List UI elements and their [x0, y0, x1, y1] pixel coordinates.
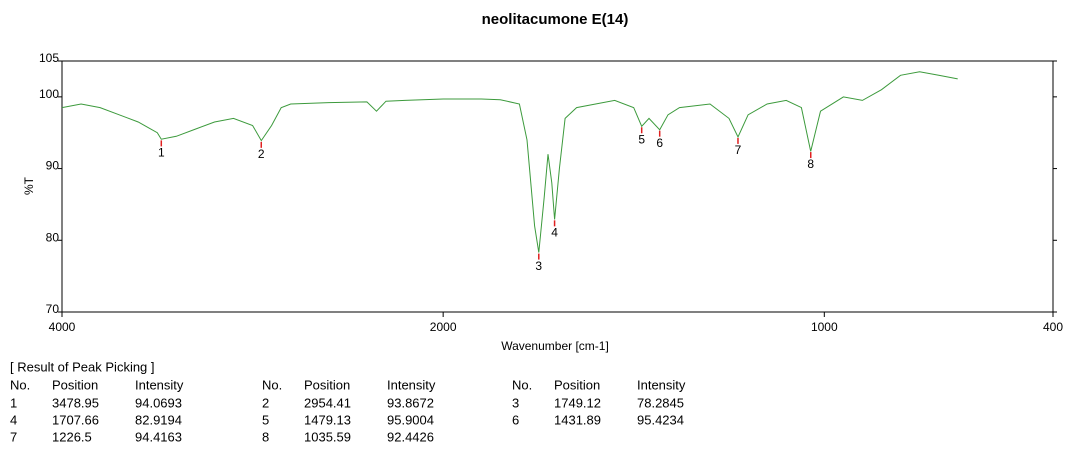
table-header: Position [554, 377, 600, 392]
chart-title: neolitacumone E(14) [482, 11, 629, 28]
x-tick-label: 2000 [430, 320, 457, 334]
table-cell: 7 [10, 429, 17, 444]
peak-label: 8 [807, 157, 814, 171]
table-cell: 1431.89 [554, 412, 601, 427]
table-cell: 2954.41 [304, 395, 351, 410]
table-cell: 92.4426 [387, 429, 434, 444]
y-tick-label: 100 [39, 87, 59, 101]
table-cell: 95.9004 [387, 412, 434, 427]
table-cell: 1749.12 [554, 395, 601, 410]
table-header: No. [512, 377, 532, 392]
table-cell: 94.4163 [135, 429, 182, 444]
spectrum-line [61, 71, 958, 253]
x-axis-label: Wavenumber [cm-1] [501, 339, 609, 353]
table-cell: 6 [512, 412, 519, 427]
peak-label: 2 [258, 147, 265, 161]
table-cell: 82.9194 [135, 412, 182, 427]
x-tick-label: 1000 [811, 320, 838, 334]
table-header: No. [10, 377, 30, 392]
table-cell: 1707.66 [52, 412, 99, 427]
table-header: Position [52, 377, 98, 392]
peak-label: 4 [551, 226, 558, 240]
table-header: Intensity [135, 377, 184, 392]
table-cell: 1035.59 [304, 429, 351, 444]
table-cell: 5 [262, 412, 269, 427]
table-cell: 1 [10, 395, 17, 410]
y-tick-label: 90 [46, 159, 60, 173]
table-cell: 8 [262, 429, 269, 444]
y-tick-label: 70 [46, 302, 60, 316]
table-cell: 78.2845 [637, 395, 684, 410]
peak-label: 6 [656, 136, 663, 150]
peak-label: 1 [158, 146, 165, 160]
x-tick-label: 400 [1043, 320, 1063, 334]
table-cell: 1479.13 [304, 412, 351, 427]
x-tick-label: 4000 [49, 320, 76, 334]
peak-label: 5 [638, 132, 645, 146]
plot-frame [61, 60, 1054, 313]
table-title: [ Result of Peak Picking ] [10, 359, 155, 374]
table-header: Intensity [387, 377, 436, 392]
table-header: Position [304, 377, 350, 392]
table-header: No. [262, 377, 282, 392]
table-cell: 2 [262, 395, 269, 410]
table-cell: 4 [10, 412, 17, 427]
table-cell: 3 [512, 395, 519, 410]
y-tick-label: 105 [39, 51, 59, 65]
table-header: Intensity [637, 377, 686, 392]
table-cell: 94.0693 [135, 395, 182, 410]
table-cell: 95.4234 [637, 412, 684, 427]
peak-label: 7 [735, 143, 742, 157]
y-axis-label: %T [22, 176, 36, 195]
y-tick-label: 80 [46, 230, 60, 244]
table-cell: 93.8672 [387, 395, 434, 410]
peak-label: 3 [535, 259, 542, 273]
table-cell: 1226.5 [52, 429, 92, 444]
table-cell: 3478.95 [52, 395, 99, 410]
